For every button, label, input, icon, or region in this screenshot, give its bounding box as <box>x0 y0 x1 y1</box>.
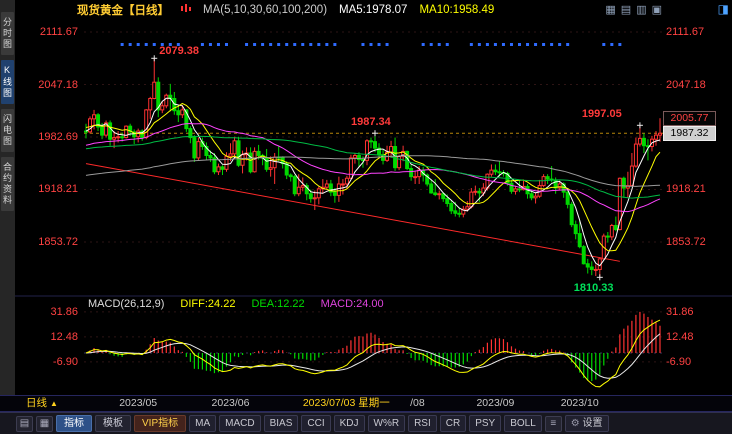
layout-rows-icon[interactable]: ▤ <box>620 4 632 16</box>
panel-grid-icon[interactable]: ▦ <box>36 415 53 432</box>
indicator-button-rsi[interactable]: RSI <box>408 415 437 432</box>
tab-vip-indicators[interactable]: VIP指标 <box>134 415 187 432</box>
indicator-button-kdj[interactable]: KDJ <box>333 415 365 432</box>
sidebar-tab-kline[interactable]: K线图 <box>1 60 14 104</box>
time-axis: 日线 ▲ 2023/05 2023/06 2023/07/03 星期一/08 2023… <box>0 395 732 412</box>
indicator-button-bias[interactable]: BIAS <box>263 415 299 432</box>
chart-header: 现货黄金【日线】 MA(5,10,30,60,100,200) MA5:1978… <box>15 0 732 20</box>
layout-grid-icon[interactable]: ▦ <box>605 4 616 16</box>
last-price-box: 1987.32 <box>663 126 716 142</box>
layout-cols-icon[interactable]: ▥ <box>636 4 647 16</box>
macd-axis-label-right: 12.48 <box>666 330 694 343</box>
indicator-button-boll[interactable]: BOLL <box>504 415 542 432</box>
time-axis-label: /08 <box>410 397 425 409</box>
macd-bar-value: MACD:24.00 <box>320 298 384 310</box>
price-annotation: 1997.05 <box>581 108 622 121</box>
tab-indicators[interactable]: 指标 <box>56 415 92 432</box>
indicator-button-ma[interactable]: MA <box>189 415 217 432</box>
price-axis-label-left: 2047.18 <box>38 78 78 91</box>
macd-axis-label-right: 31.86 <box>666 305 694 318</box>
indicator-button-psy[interactable]: PSY <box>469 415 502 432</box>
time-axis-label: 2023/10 <box>560 397 599 409</box>
macd-params-label[interactable]: MACD(26,12,9) <box>88 298 165 310</box>
tab-templates[interactable]: 模板 <box>95 415 131 432</box>
crosshair-date-label: 2023/07/03 星期一 <box>302 397 390 409</box>
price-axis-label-right: 2047.18 <box>666 78 706 91</box>
macd-diff-value: DIFF:24.22 <box>180 298 236 310</box>
left-tab-sidebar: 分时图 K线图 闪电图 合约资料 <box>0 0 15 395</box>
indicator-button-cr[interactable]: CR <box>439 415 467 432</box>
up-arrow-icon: ▲ <box>50 399 58 408</box>
instrument-title: 现货黄金【日线】 <box>77 5 169 17</box>
sidebar-tab-time-chart[interactable]: 分时图 <box>1 12 14 55</box>
indicator-button-cci[interactable]: CCI <box>301 415 331 432</box>
ma-params-label[interactable]: MA(5,10,30,60,100,200) <box>203 4 328 16</box>
macd-axis-label-right: -6.90 <box>666 355 692 368</box>
ma10-value: MA10:1958.49 <box>419 4 495 16</box>
price-axis-label-right: 2111.67 <box>666 26 705 38</box>
price-axis-label-right: 1853.72 <box>666 236 706 248</box>
settings-label: 设置 <box>582 418 603 429</box>
gear-icon: ⚙ <box>570 418 580 429</box>
corner-window-icon[interactable]: ◨ <box>717 2 729 16</box>
price-annotation: 1987.34 <box>351 116 391 129</box>
time-axis-label: 2023/05 <box>119 397 158 409</box>
red-bars-icon <box>181 3 191 17</box>
panel-rows-icon[interactable]: ▤ <box>16 415 33 432</box>
macd-axis-label-left: 31.86 <box>50 305 78 318</box>
macd-axis-label-left: -6.90 <box>52 355 78 368</box>
price-axis-label-left: 1853.72 <box>38 236 78 248</box>
price-annotation: 2079.38 <box>159 45 199 58</box>
price-annotation: 1810.33 <box>573 282 614 295</box>
session-high-price-box: 2005.77 <box>663 111 716 127</box>
settings-button[interactable]: ⚙ 设置 <box>564 415 609 432</box>
price-axis-label-left: 2111.67 <box>39 26 78 38</box>
time-axis-label: 2023/06 <box>211 397 250 409</box>
sidebar-tab-tick-chart[interactable]: 闪电图 <box>1 109 14 152</box>
macd-axis-label-left: 12.48 <box>50 330 78 343</box>
time-axis-label: 2023/09 <box>476 397 515 409</box>
price-axis-label-left: 1982.69 <box>38 131 78 143</box>
macd-legend: MACD(26,12,9) DIFF:24.22 DEA:12.22 MACD:… <box>88 298 384 310</box>
ma5-value: MA5:1978.07 <box>339 4 408 16</box>
period-label: 日线 <box>26 397 47 409</box>
layout-icon-group: ▦ ▤ ▥ ▣ <box>605 4 662 16</box>
menu-icon[interactable]: ≡ <box>544 415 562 432</box>
bottom-toolbar: ▤ ▦ 指标 模板 VIP指标 MA MACD BIAS CCI KDJ W%R… <box>0 412 732 434</box>
price-axis-label-left: 1918.21 <box>38 183 78 196</box>
macd-dea-value: DEA:12.22 <box>251 298 305 310</box>
sidebar-tab-contract-info[interactable]: 合约资料 <box>1 157 14 211</box>
indicator-button-macd[interactable]: MACD <box>219 415 261 432</box>
period-selector[interactable]: 日线 ▲ <box>26 397 58 410</box>
price-axis-label-right: 1918.21 <box>666 183 706 196</box>
layout-single-icon[interactable]: ▣ <box>651 4 662 16</box>
indicator-button-wr[interactable]: W%R <box>367 415 406 432</box>
